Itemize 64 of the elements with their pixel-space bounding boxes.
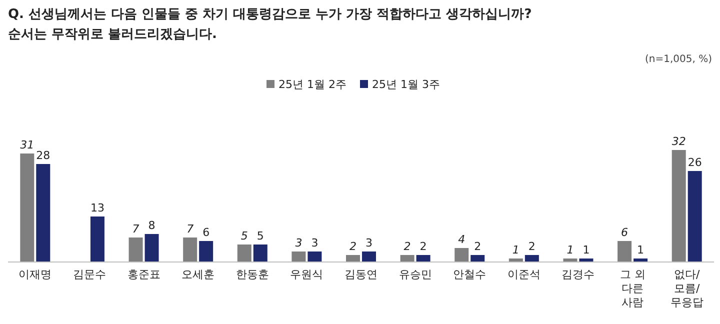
data-label: 13 bbox=[90, 202, 104, 214]
bar bbox=[144, 234, 159, 262]
bar bbox=[90, 216, 104, 262]
bar bbox=[524, 255, 539, 262]
bar bbox=[237, 244, 252, 262]
data-label: 32 bbox=[672, 135, 686, 148]
data-label: 5 bbox=[240, 230, 248, 242]
bar bbox=[183, 238, 198, 262]
data-label: 1 bbox=[566, 244, 574, 256]
data-label: 7 bbox=[186, 222, 194, 236]
data-label: 1 bbox=[637, 244, 644, 256]
bar bbox=[128, 238, 143, 262]
bar bbox=[416, 255, 430, 262]
data-label: 31 bbox=[20, 138, 34, 152]
x-tick-label: 그 외 다른 사람 bbox=[620, 268, 646, 309]
chart-subtitle: 순서는 무작위로 불러드리겠습니다. bbox=[8, 27, 217, 42]
bar bbox=[292, 252, 306, 262]
bar bbox=[362, 252, 376, 262]
bar bbox=[20, 154, 34, 262]
data-label: 2 bbox=[420, 240, 427, 253]
data-label: 6 bbox=[202, 226, 210, 239]
x-tick-label: 이재명 bbox=[18, 268, 52, 281]
bar bbox=[672, 150, 686, 262]
data-label: 2 bbox=[404, 240, 411, 253]
data-label: 3 bbox=[366, 236, 372, 250]
bar bbox=[253, 244, 268, 262]
text: (n=1,005, %) bbox=[644, 54, 712, 65]
data-label: 1 bbox=[512, 244, 520, 256]
x-tick-label: 김경수 bbox=[562, 268, 595, 281]
x-tick-label: 이준석 bbox=[507, 268, 540, 281]
data-label: 6 bbox=[621, 226, 628, 239]
data-label: 7 bbox=[132, 222, 140, 236]
data-label: 2 bbox=[528, 240, 536, 253]
data-label: 28 bbox=[36, 149, 50, 162]
bar bbox=[470, 255, 485, 262]
x-tick-label: 홍준표 bbox=[127, 268, 160, 281]
data-label: 4 bbox=[458, 233, 466, 246]
data-label: 2 bbox=[474, 240, 482, 253]
chart-title: Q. 선생님께서는 다음 인물들 중 차기 대통령감으로 누가 가장 적합하다고 생각하십니까? bbox=[8, 7, 532, 22]
bar bbox=[346, 255, 360, 262]
x-tick-label: 김문수 bbox=[72, 268, 106, 281]
bar bbox=[199, 241, 214, 262]
x-tick-label: 한동훈 bbox=[236, 268, 269, 281]
x-tick-label: 김동연 bbox=[344, 268, 378, 281]
data-label: 5 bbox=[256, 230, 264, 242]
x-tick-label: 없다/ 모름/ 무응답 bbox=[670, 268, 704, 309]
bar bbox=[688, 171, 702, 262]
x-tick-label: 오세훈 bbox=[182, 268, 215, 281]
legend-label: 25년 1월 3주 bbox=[372, 78, 440, 91]
bar bbox=[308, 252, 322, 262]
x-tick-label: 우원식 bbox=[290, 268, 324, 281]
bar bbox=[400, 255, 414, 262]
bar bbox=[618, 241, 632, 262]
data-label: 2 bbox=[350, 240, 356, 253]
data-label: 26 bbox=[688, 156, 702, 169]
legend-label: 25년 1월 2주 bbox=[278, 78, 346, 91]
x-tick-label: 유승민 bbox=[398, 268, 432, 281]
data-label: 3 bbox=[311, 236, 318, 250]
bar bbox=[454, 248, 469, 262]
bar bbox=[36, 164, 50, 262]
data-label: 1 bbox=[582, 244, 590, 256]
x-tick-label: 안철수 bbox=[453, 268, 486, 281]
data-label: 3 bbox=[295, 236, 302, 250]
data-label: 8 bbox=[148, 219, 156, 232]
